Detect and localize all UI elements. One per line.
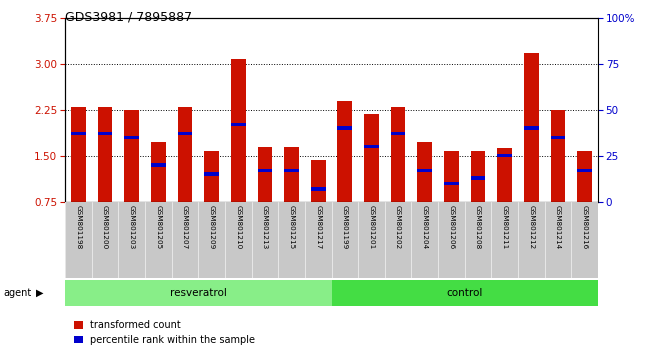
Text: resveratrol: resveratrol	[170, 288, 227, 298]
Text: GSM801202: GSM801202	[395, 205, 401, 249]
Bar	[332, 280, 598, 306]
Bar	[497, 154, 512, 158]
Text: GSM801212: GSM801212	[528, 205, 534, 249]
Bar	[71, 107, 86, 202]
Text: GSM801216: GSM801216	[582, 205, 588, 249]
Bar	[71, 132, 86, 135]
Bar	[364, 145, 379, 148]
Text: GSM801198: GSM801198	[75, 205, 81, 249]
Bar	[497, 148, 512, 202]
Bar	[151, 163, 166, 167]
Bar	[337, 101, 352, 202]
Text: GSM801199: GSM801199	[342, 205, 348, 249]
Bar	[231, 123, 246, 126]
Text: GSM801208: GSM801208	[475, 205, 481, 249]
Bar	[257, 147, 272, 202]
Text: GSM801211: GSM801211	[502, 205, 508, 249]
Bar	[124, 110, 139, 202]
Text: GSM801205: GSM801205	[155, 205, 161, 249]
Bar	[551, 110, 566, 202]
Text: GSM801207: GSM801207	[182, 205, 188, 249]
Bar	[337, 126, 352, 130]
Bar	[98, 132, 112, 135]
Text: GSM801213: GSM801213	[262, 205, 268, 249]
Text: GSM801209: GSM801209	[209, 205, 214, 249]
Bar	[391, 132, 406, 135]
Bar	[524, 126, 539, 130]
Text: GDS3981 / 7895887: GDS3981 / 7895887	[65, 11, 192, 24]
Bar	[444, 152, 459, 202]
Bar	[471, 152, 486, 202]
Bar	[577, 151, 592, 202]
Text: ▶: ▶	[36, 288, 44, 298]
Bar	[65, 280, 332, 306]
Text: GSM801204: GSM801204	[422, 205, 428, 249]
Bar	[577, 169, 592, 172]
Text: GSM801217: GSM801217	[315, 205, 321, 249]
Bar	[551, 136, 566, 139]
Bar	[284, 169, 299, 172]
Bar	[204, 172, 219, 176]
Bar	[364, 114, 379, 202]
Bar	[311, 187, 326, 190]
Text: GSM801200: GSM801200	[102, 205, 108, 249]
Bar	[177, 132, 192, 135]
Bar	[284, 147, 299, 202]
Bar	[391, 107, 406, 202]
Bar	[311, 160, 326, 202]
Bar	[257, 169, 272, 172]
Text: GSM801206: GSM801206	[448, 205, 454, 249]
Text: GSM801215: GSM801215	[289, 205, 294, 249]
Bar	[177, 107, 192, 202]
Bar	[124, 136, 139, 139]
Bar	[417, 169, 432, 172]
Bar	[98, 107, 112, 202]
Text: GSM801210: GSM801210	[235, 205, 241, 249]
Text: control: control	[447, 288, 483, 298]
Bar	[471, 176, 486, 179]
Text: agent: agent	[3, 288, 31, 298]
Legend: transformed count, percentile rank within the sample: transformed count, percentile rank withi…	[70, 316, 259, 349]
Bar	[231, 59, 246, 202]
Bar	[417, 142, 432, 202]
Text: GSM801214: GSM801214	[555, 205, 561, 249]
Text: GSM801203: GSM801203	[129, 205, 135, 249]
Bar	[204, 152, 219, 202]
Text: GSM801201: GSM801201	[369, 205, 374, 249]
Bar	[151, 142, 166, 202]
Bar	[444, 182, 459, 185]
Bar	[524, 53, 539, 202]
